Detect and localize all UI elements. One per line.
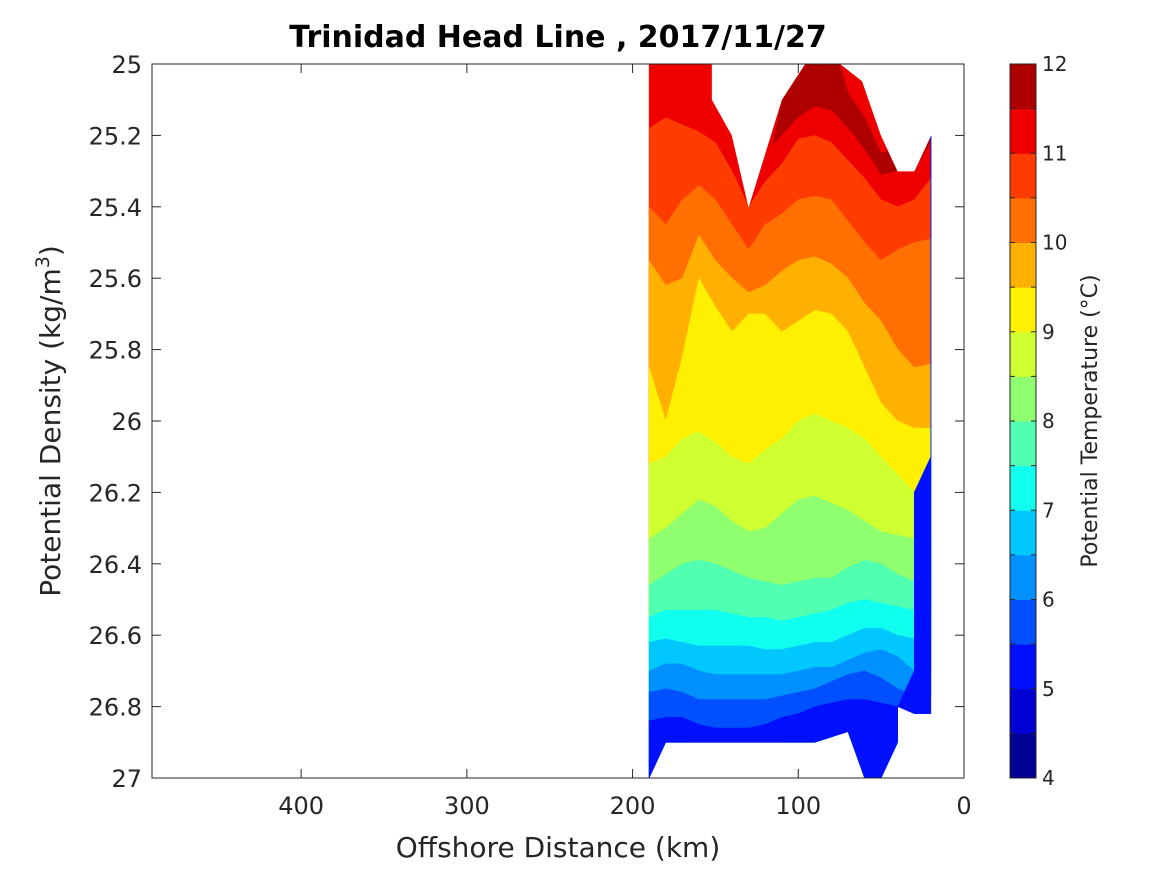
- colorbar-swatch: [1010, 64, 1036, 110]
- y-tick-label: 25.8: [89, 337, 142, 365]
- colorbar-swatch: [1010, 376, 1036, 422]
- colorbar-swatch: [1010, 554, 1036, 600]
- colorbar-tick-label: 11: [1042, 141, 1067, 165]
- y-axis-label-main: Potential Density (kg/m: [34, 268, 67, 597]
- colorbar-swatch: [1010, 644, 1036, 690]
- colorbar-swatch: [1010, 688, 1036, 734]
- y-tick-label: 25.2: [89, 122, 142, 150]
- y-tick-label: 25: [111, 51, 142, 79]
- y-axis-ticks: 25 25.2 25.4 25.6 25.8 26 26.2 26.4 26.6 26.8 27: [89, 51, 964, 793]
- colorbar-swatch: [1010, 197, 1036, 243]
- x-tick-label: 300: [444, 792, 490, 820]
- x-tick-label: 0: [956, 792, 971, 820]
- y-tick-label: 26.2: [89, 479, 142, 507]
- colorbar-swatch: [1010, 287, 1036, 333]
- y-tick-label: 26: [111, 408, 142, 436]
- colorbar-tick-label: 8: [1042, 409, 1055, 433]
- y-tick-label: 26.4: [89, 551, 142, 579]
- colorbar-tick-label: 7: [1042, 498, 1055, 522]
- colorbar-label: Potential Temperature (°C): [1078, 274, 1103, 567]
- x-tick-label: 100: [775, 792, 821, 820]
- colorbar-swatch: [1010, 108, 1036, 154]
- x-axis-label: Offshore Distance (km): [396, 831, 721, 864]
- colorbar: 4 5 6 7 8 9 10 11 12: [1009, 52, 1067, 790]
- colorbar-swatch: [1010, 465, 1036, 511]
- colorbar-swatch: [1010, 733, 1036, 779]
- colorbar-tick-label: 10: [1042, 231, 1067, 255]
- y-tick-label: 26.8: [89, 694, 142, 722]
- y-axis-label: Potential Density (kg/m3): [32, 245, 67, 597]
- y-axis-label-superscript: 3: [32, 256, 54, 268]
- x-axis-ticks: 400 300 200 100 0: [278, 64, 972, 820]
- data-gap-shelf: [856, 64, 940, 172]
- colorbar-tick-label: 6: [1042, 588, 1055, 612]
- data-gap-notch: [711, 64, 806, 208]
- colorbar-swatch: [1010, 153, 1036, 199]
- colorbar-swatch: [1010, 242, 1036, 288]
- y-tick-label: 25.4: [89, 194, 142, 222]
- colorbar-swatch: [1010, 421, 1036, 467]
- colorbar-swatch: [1010, 599, 1036, 645]
- colorbar-swatch: [1010, 510, 1036, 556]
- colorbar-tick-label: 5: [1042, 677, 1055, 701]
- contour-band-11_5: [798, 64, 849, 93]
- x-tick-label: 200: [610, 792, 656, 820]
- colorbar-swatch: [1010, 331, 1036, 377]
- colorbar-tick-label: 12: [1042, 52, 1067, 76]
- contour-band-5: [648, 135, 932, 778]
- y-tick-label: 26.6: [89, 622, 142, 650]
- y-axis-label-end: ): [34, 245, 67, 256]
- contour-fill-group: [648, 64, 940, 778]
- colorbar-tick-label: 4: [1042, 766, 1055, 790]
- y-tick-label: 25.6: [89, 265, 142, 293]
- x-tick-label: 400: [278, 792, 324, 820]
- chart-title: Trinidad Head Line , 2017/11/27: [289, 20, 826, 55]
- colorbar-tick-label: 9: [1042, 320, 1055, 344]
- y-tick-label: 27: [111, 765, 142, 793]
